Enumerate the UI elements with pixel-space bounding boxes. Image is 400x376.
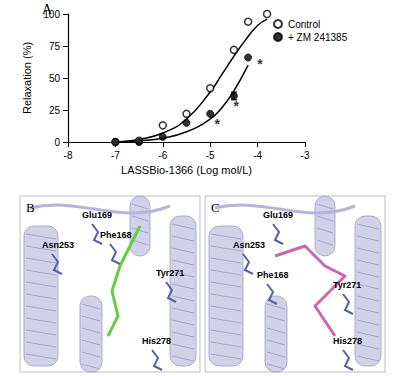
svg-text:His278: His278 (142, 336, 171, 346)
svg-text:*: * (215, 116, 221, 132)
svg-text:50: 50 (49, 73, 61, 84)
svg-text:Glu169: Glu169 (263, 210, 293, 220)
svg-text:-3: -3 (301, 150, 310, 161)
svg-text:-6: -6 (158, 150, 167, 161)
svg-text:-4: -4 (253, 150, 262, 161)
svg-text:C: C (211, 200, 220, 215)
svg-text:-8: -8 (64, 150, 73, 161)
svg-text:Glu169: Glu169 (82, 210, 112, 220)
svg-text:His278: His278 (333, 336, 362, 346)
svg-text:Tyr271: Tyr271 (156, 268, 184, 278)
svg-text:Relaxation (%): Relaxation (%) (21, 42, 33, 114)
svg-text:Tyr271: Tyr271 (333, 280, 361, 290)
svg-text:Asn253: Asn253 (42, 240, 74, 250)
svg-text:Phe168: Phe168 (257, 270, 289, 280)
svg-text:B: B (26, 200, 35, 215)
svg-text:0: 0 (54, 137, 60, 148)
svg-text:+ ZM 241385: + ZM 241385 (288, 32, 348, 43)
svg-text:Phe168: Phe168 (100, 230, 132, 240)
svg-text:*: * (257, 56, 263, 72)
svg-text:LASSBio-1366 (Log mol/L): LASSBio-1366 (Log mol/L) (121, 164, 252, 176)
svg-text:-7: -7 (111, 150, 120, 161)
svg-text:75: 75 (49, 41, 61, 52)
svg-text:Control: Control (288, 19, 320, 30)
svg-text:25: 25 (49, 105, 61, 116)
svg-text:-5: -5 (206, 150, 215, 161)
svg-text:100: 100 (43, 9, 60, 20)
svg-text:*: * (234, 98, 240, 114)
svg-text:Asn253: Asn253 (233, 240, 265, 250)
